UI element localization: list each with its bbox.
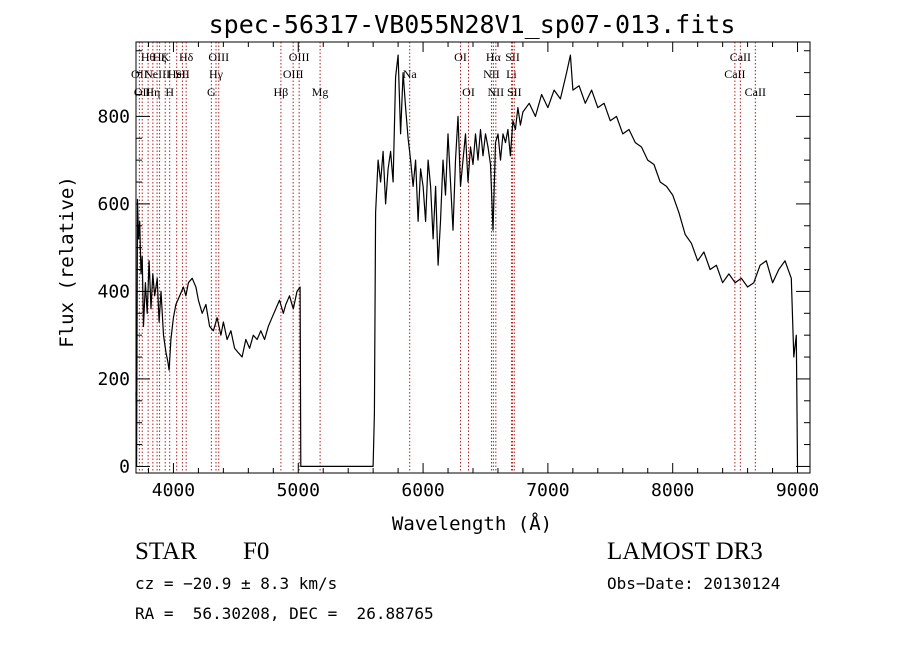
y-tick-label-2: 400	[97, 281, 130, 302]
x-axis-label: Wavelength (Å)	[392, 512, 552, 535]
x-tick-label-3: 7000	[526, 480, 569, 501]
line-marker-label-8: HeI	[168, 67, 186, 81]
line-marker-label-16: OIII	[289, 50, 310, 64]
line-marker-label-28: CaII	[730, 50, 751, 64]
spectrum-line-0	[135, 54, 799, 467]
axes-group: 4000 5000 6000 7000 8000 9000 0 200 400 600 800	[97, 41, 819, 501]
line-marker-label-6: K	[161, 50, 170, 64]
line-marker-label-20: OI	[462, 85, 475, 99]
line-marker-label-9: SII	[175, 67, 190, 81]
x-tick-label-4: 8000	[651, 480, 694, 501]
y-tick-label-3: 600	[97, 194, 130, 215]
line-marker-label-22: Hα	[486, 50, 502, 64]
line-marker-label-7: H	[165, 85, 174, 99]
plot-frame	[135, 41, 811, 474]
line-marker-label-19: OI	[454, 50, 467, 64]
x-tick-label-1: 5000	[277, 480, 320, 501]
survey-label: LAMOST DR3	[607, 538, 763, 565]
line-marker-label-13: OIII	[208, 50, 229, 64]
line-marker-label-14: Hβ	[274, 85, 289, 99]
line-marker-label-1: OII	[134, 85, 151, 99]
spectrum-series-group	[135, 54, 799, 467]
line-marker-label-29: CaII	[745, 85, 766, 99]
chart-title: spec-56317-VB055N28V1_sp07-013.fits	[209, 10, 736, 39]
y-axis-label: Flux (relative)	[56, 176, 78, 348]
line-marker-label-25: SII	[505, 50, 520, 64]
line-marker-label-0: OII	[131, 67, 148, 81]
object-class-label: STAR	[135, 538, 197, 565]
y-tick-label-4: 800	[97, 106, 130, 127]
line-marker-group: OIIOIIHθHηNeIIIHζKHHeISIIHδGHγOIIIHβOIII…	[131, 42, 766, 473]
line-marker-label-26: SII	[507, 85, 522, 99]
line-marker-label-21: NII	[483, 67, 500, 81]
coordinates-label: RA = 56.30208, DEC = 26.88765	[135, 604, 434, 623]
line-marker-label-24: Li	[506, 67, 517, 81]
line-marker-label-11: G	[207, 85, 216, 99]
obs-date-label: Obs−Date: 20130124	[607, 574, 781, 593]
y-tick-label-0: 0	[119, 456, 130, 477]
line-marker-label-15: OIII	[283, 67, 304, 81]
x-tick-label-0: 4000	[152, 480, 195, 501]
line-marker-label-27: CaII	[724, 67, 745, 81]
line-marker-label-12: Hγ	[209, 67, 224, 81]
x-tick-label-2: 6000	[401, 480, 444, 501]
x-tick-label-5: 9000	[776, 480, 819, 501]
line-marker-label-17: Mg	[312, 85, 329, 99]
y-tick-label-1: 200	[97, 369, 130, 390]
line-marker-label-4: NeIII	[144, 67, 170, 81]
line-marker-label-2: Hθ	[141, 50, 156, 64]
redshift-label: cz = −20.9 ± 8.3 km/s	[135, 574, 338, 593]
line-marker-label-23: NII	[488, 85, 505, 99]
line-marker-label-3: Hη	[145, 85, 160, 99]
subclass-label: F0	[243, 538, 270, 565]
line-marker-label-18: Na	[403, 67, 418, 81]
line-marker-label-5: Hζ	[153, 50, 167, 64]
line-marker-label-10: Hδ	[179, 50, 194, 64]
